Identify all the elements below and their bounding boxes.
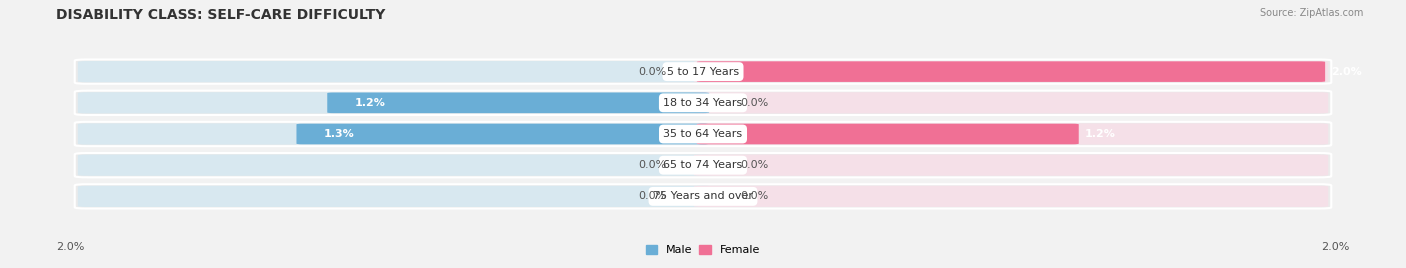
FancyBboxPatch shape [75, 59, 1331, 84]
Text: 0.0%: 0.0% [638, 191, 666, 201]
Text: 0.0%: 0.0% [740, 191, 768, 201]
FancyBboxPatch shape [77, 92, 713, 113]
FancyBboxPatch shape [77, 123, 713, 145]
FancyBboxPatch shape [77, 155, 713, 176]
Text: 2.0%: 2.0% [1322, 242, 1350, 252]
FancyBboxPatch shape [693, 92, 1329, 113]
FancyBboxPatch shape [697, 124, 1078, 144]
Text: 1.2%: 1.2% [1085, 129, 1116, 139]
Text: 0.0%: 0.0% [740, 98, 768, 108]
Text: 0.0%: 0.0% [638, 160, 666, 170]
FancyBboxPatch shape [75, 153, 1331, 177]
FancyBboxPatch shape [328, 92, 709, 113]
Text: 35 to 64 Years: 35 to 64 Years [664, 129, 742, 139]
FancyBboxPatch shape [75, 91, 1331, 115]
Text: 65 to 74 Years: 65 to 74 Years [664, 160, 742, 170]
Text: 75 Years and over: 75 Years and over [652, 191, 754, 201]
Text: 2.0%: 2.0% [56, 242, 84, 252]
Text: 0.0%: 0.0% [638, 67, 666, 77]
Text: 5 to 17 Years: 5 to 17 Years [666, 67, 740, 77]
Text: 18 to 34 Years: 18 to 34 Years [664, 98, 742, 108]
Text: 2.0%: 2.0% [1331, 67, 1362, 77]
Text: 1.2%: 1.2% [354, 98, 385, 108]
Text: 0.0%: 0.0% [740, 160, 768, 170]
FancyBboxPatch shape [697, 61, 1324, 82]
FancyBboxPatch shape [693, 155, 1329, 176]
FancyBboxPatch shape [693, 61, 1329, 82]
Text: Source: ZipAtlas.com: Source: ZipAtlas.com [1260, 8, 1364, 18]
Text: 1.3%: 1.3% [325, 129, 354, 139]
Legend: Male, Female: Male, Female [641, 240, 765, 260]
FancyBboxPatch shape [693, 123, 1329, 145]
FancyBboxPatch shape [75, 184, 1331, 209]
FancyBboxPatch shape [77, 186, 713, 207]
FancyBboxPatch shape [297, 124, 709, 144]
FancyBboxPatch shape [75, 122, 1331, 146]
FancyBboxPatch shape [693, 186, 1329, 207]
Text: DISABILITY CLASS: SELF-CARE DIFFICULTY: DISABILITY CLASS: SELF-CARE DIFFICULTY [56, 8, 385, 22]
FancyBboxPatch shape [77, 61, 713, 82]
